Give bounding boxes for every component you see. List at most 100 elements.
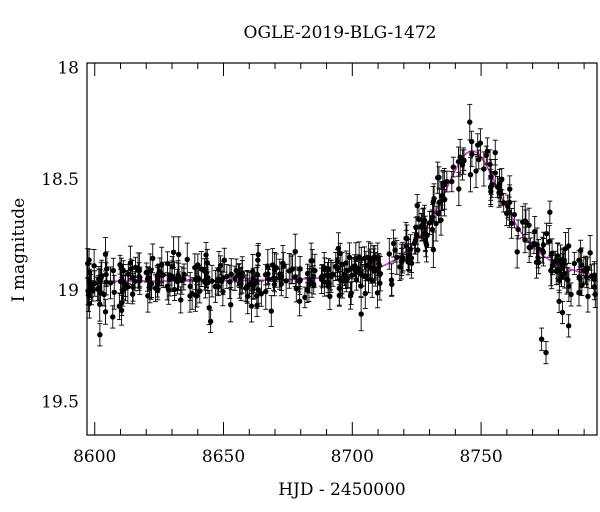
data-point bbox=[566, 270, 572, 302]
data-point bbox=[178, 286, 184, 314]
data-point bbox=[375, 242, 381, 276]
data-point bbox=[392, 237, 398, 263]
data-point bbox=[441, 182, 448, 217]
data-point bbox=[228, 258, 234, 291]
data-point bbox=[250, 272, 256, 300]
data-point bbox=[367, 251, 374, 284]
data-point bbox=[88, 270, 95, 306]
data-point bbox=[262, 264, 269, 286]
data-point bbox=[414, 193, 420, 218]
data-point bbox=[532, 216, 538, 248]
data-point bbox=[484, 137, 490, 166]
data-point bbox=[565, 228, 572, 264]
data-point bbox=[85, 248, 91, 279]
data-point bbox=[522, 226, 528, 254]
data-point bbox=[421, 204, 428, 236]
data-point bbox=[583, 258, 589, 285]
data-point bbox=[337, 266, 344, 294]
data-point bbox=[430, 231, 437, 268]
data-point bbox=[238, 267, 244, 295]
y-tick-label: 18 bbox=[57, 58, 79, 78]
data-point bbox=[571, 251, 578, 276]
data-point bbox=[362, 277, 368, 309]
data-point bbox=[527, 237, 534, 257]
data-point bbox=[473, 153, 479, 189]
data-point bbox=[359, 264, 366, 287]
y-axis-label: I magnitude bbox=[9, 198, 29, 302]
data-point bbox=[546, 225, 553, 258]
data-point bbox=[591, 261, 598, 289]
data-point bbox=[271, 252, 278, 288]
data-point bbox=[422, 215, 429, 252]
data-point bbox=[399, 241, 406, 274]
data-point bbox=[175, 260, 181, 291]
data-point bbox=[557, 244, 564, 279]
data-point bbox=[179, 266, 185, 295]
data-point bbox=[459, 149, 466, 181]
data-point bbox=[496, 168, 503, 199]
data-point bbox=[280, 245, 286, 282]
data-point bbox=[292, 233, 298, 270]
data-point bbox=[269, 248, 276, 282]
data-point bbox=[328, 259, 334, 293]
data-point bbox=[467, 157, 474, 193]
data-point bbox=[540, 231, 547, 259]
data-point bbox=[419, 213, 425, 239]
data-point bbox=[444, 170, 450, 193]
data-point bbox=[107, 266, 114, 300]
data-point bbox=[118, 294, 125, 326]
data-point bbox=[549, 238, 555, 269]
data-point bbox=[159, 246, 165, 284]
data-point bbox=[101, 282, 107, 307]
data-point bbox=[189, 277, 195, 310]
data-point bbox=[492, 139, 498, 166]
data-point bbox=[292, 266, 298, 287]
data-point bbox=[543, 340, 549, 365]
data-point bbox=[209, 264, 215, 298]
data-point bbox=[397, 252, 403, 282]
data-point bbox=[110, 257, 117, 284]
data-point bbox=[523, 209, 529, 235]
data-point bbox=[456, 171, 462, 207]
data-point bbox=[592, 280, 598, 309]
data-point bbox=[413, 224, 420, 245]
data-point bbox=[104, 251, 110, 287]
data-point bbox=[325, 276, 331, 296]
data-point bbox=[429, 211, 436, 248]
data-point bbox=[468, 130, 475, 153]
data-point bbox=[536, 250, 542, 275]
data-point bbox=[117, 254, 123, 275]
data-points-layer bbox=[85, 103, 598, 365]
data-point bbox=[243, 274, 249, 302]
data-point bbox=[97, 323, 103, 347]
data-point bbox=[348, 281, 354, 305]
data-point bbox=[170, 236, 177, 269]
data-point bbox=[403, 221, 409, 255]
data-point bbox=[128, 258, 134, 279]
data-point bbox=[136, 252, 143, 289]
data-point bbox=[207, 309, 214, 333]
data-point bbox=[255, 242, 261, 267]
data-point bbox=[154, 273, 161, 294]
data-point bbox=[489, 171, 495, 198]
data-point bbox=[334, 249, 341, 274]
data-point bbox=[102, 236, 109, 272]
data-point bbox=[92, 270, 98, 297]
data-point bbox=[167, 264, 173, 286]
data-point bbox=[218, 270, 225, 292]
x-tick-label: 8650 bbox=[202, 447, 245, 467]
data-point bbox=[538, 327, 545, 351]
x-axis-label: HJD - 2450000 bbox=[278, 480, 406, 500]
x-tick-label: 8600 bbox=[73, 447, 116, 467]
data-point bbox=[565, 314, 572, 338]
x-tick-label: 8700 bbox=[331, 447, 374, 467]
data-point bbox=[304, 263, 311, 284]
data-point bbox=[227, 264, 233, 299]
data-point bbox=[248, 289, 255, 323]
y-tick-label: 18.5 bbox=[41, 170, 79, 190]
data-point bbox=[116, 292, 123, 321]
data-point bbox=[559, 300, 566, 325]
data-point bbox=[224, 264, 230, 289]
data-point bbox=[286, 253, 292, 289]
